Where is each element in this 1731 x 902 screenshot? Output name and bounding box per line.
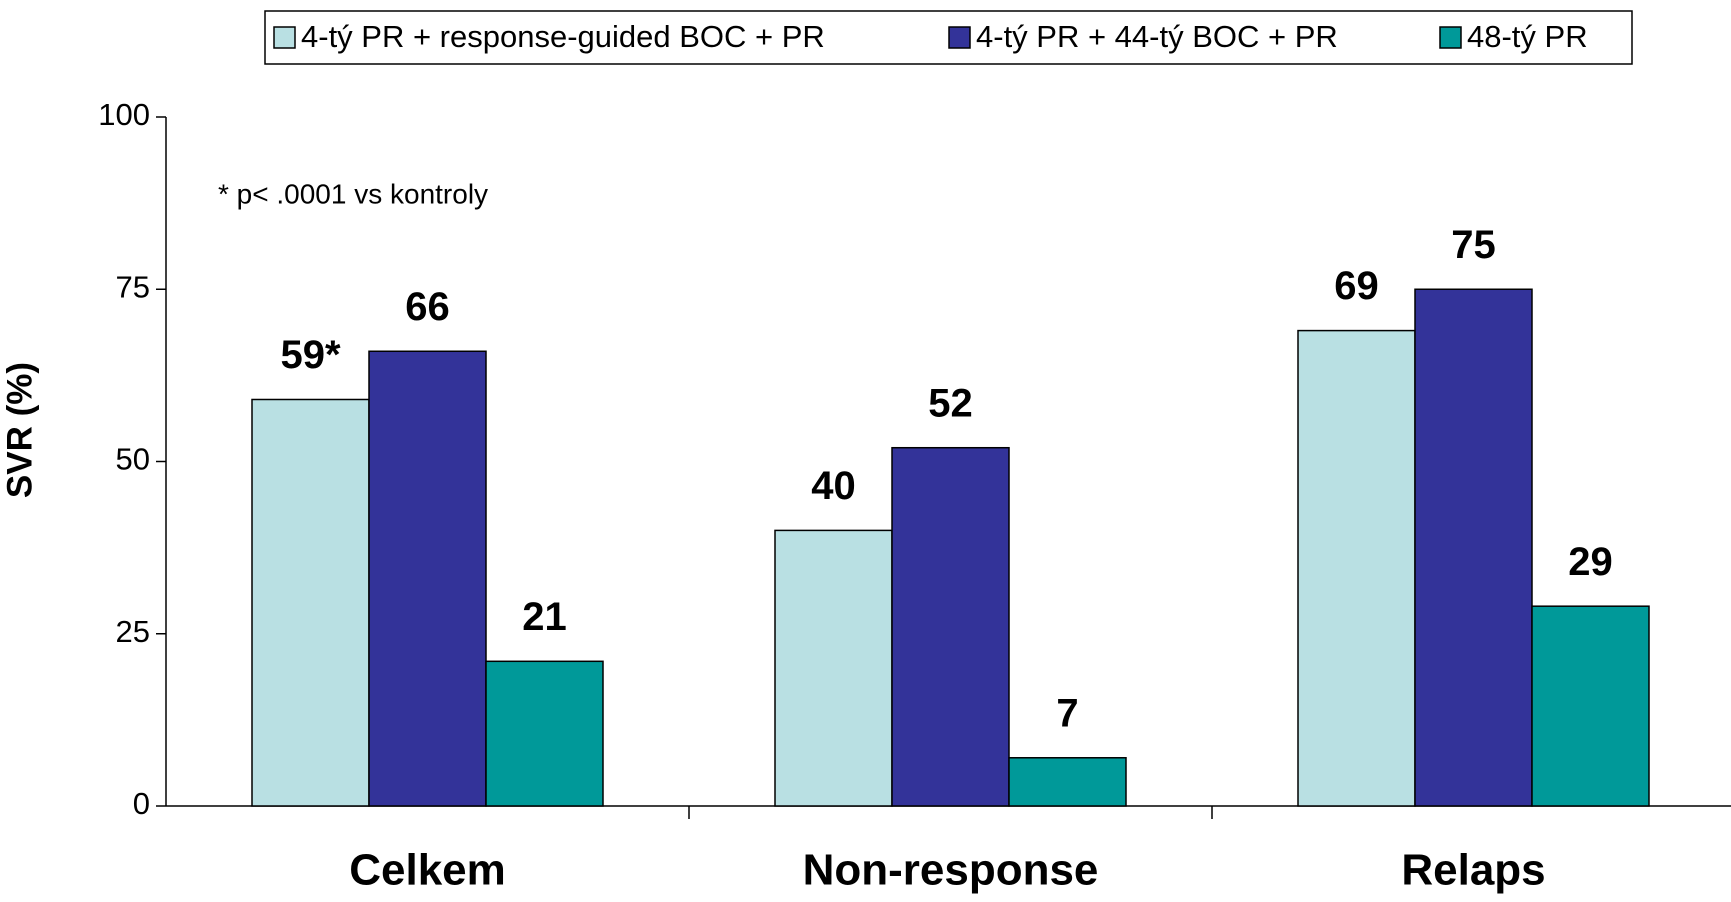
- y-tick-label: 0: [133, 786, 150, 821]
- value-label: 59*: [280, 333, 340, 377]
- bar: [774, 529, 893, 807]
- bar: [368, 350, 487, 807]
- x-tick-label: Non-response: [803, 846, 1099, 895]
- annotation: * p< .0001 vs kontroly: [218, 178, 488, 209]
- bar: [1008, 757, 1127, 807]
- value-label: 69: [1334, 264, 1379, 308]
- bar: [1414, 288, 1533, 807]
- value-label: 75: [1451, 223, 1496, 267]
- bar: [251, 398, 370, 807]
- legend-swatch: [948, 26, 971, 49]
- value-label: 29: [1568, 540, 1613, 584]
- bar: [1531, 605, 1650, 807]
- x-tick-label: Celkem: [349, 846, 506, 895]
- y-axis-label: SVR (%): [0, 362, 39, 498]
- bar: [485, 660, 604, 807]
- y-tick-label: 50: [116, 442, 150, 477]
- x-tick-label: Relaps: [1401, 846, 1545, 895]
- y-tick-label: 100: [98, 97, 150, 132]
- legend-label: 48-tý PR: [1467, 19, 1588, 54]
- y-tick-label: 75: [116, 269, 150, 304]
- value-label: 21: [522, 595, 567, 639]
- y-tick-label: 25: [116, 614, 150, 649]
- value-label: 66: [405, 285, 450, 329]
- value-label: 52: [928, 381, 973, 425]
- bar: [891, 446, 1010, 807]
- legend-label: 4-tý PR + response-guided BOC + PR: [301, 19, 825, 54]
- legend-swatch: [1439, 26, 1462, 49]
- legend-swatch: [273, 26, 296, 49]
- value-label: 7: [1056, 691, 1078, 735]
- legend-label: 4-tý PR + 44-tý BOC + PR: [976, 19, 1338, 54]
- value-label: 40: [811, 464, 856, 508]
- bar: [1297, 329, 1416, 807]
